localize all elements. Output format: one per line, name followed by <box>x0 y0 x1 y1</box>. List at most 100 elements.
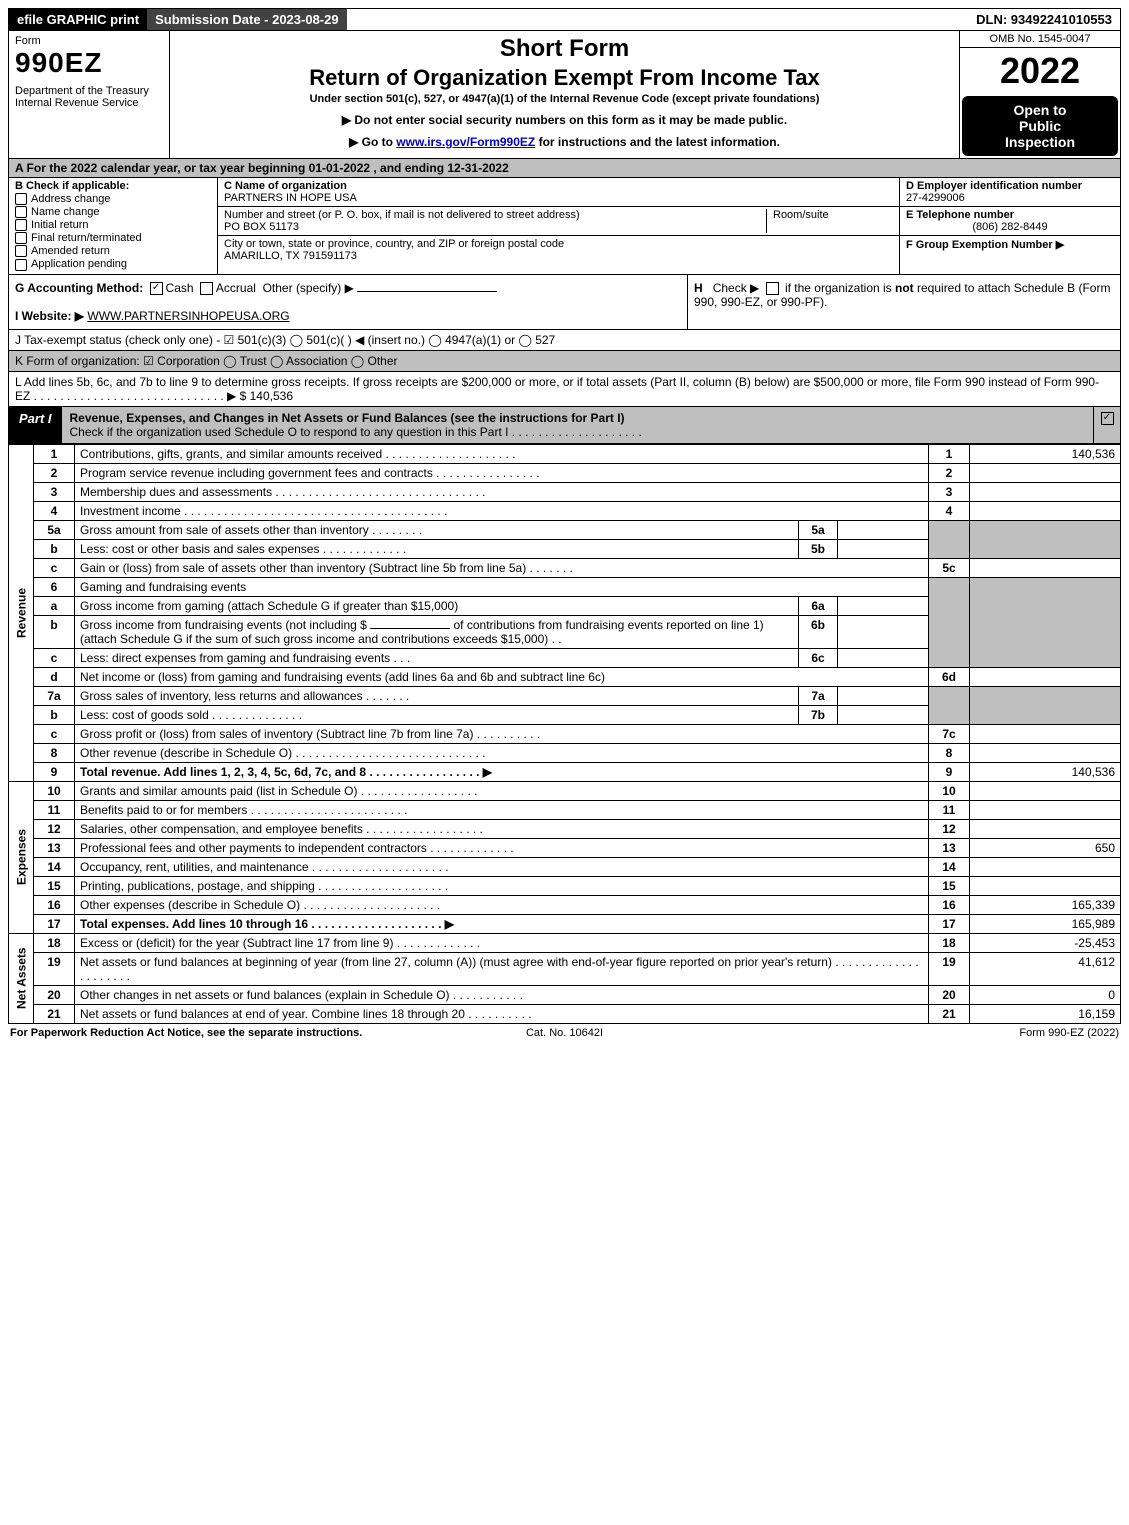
form-subtitle: Under section 501(c), 527, or 4947(a)(1)… <box>178 93 951 105</box>
ln16-desc: Other expenses (describe in Schedule O) … <box>75 895 929 914</box>
chk-application-pending[interactable]: Application pending <box>15 258 211 270</box>
ln6a-desc: Gross income from gaming (attach Schedul… <box>75 596 799 615</box>
ln2-val <box>970 463 1121 482</box>
form-header: Form 990EZ Department of the Treasury In… <box>8 31 1121 159</box>
chk-amended-return-label: Amended return <box>31 245 110 257</box>
chk-initial-return-label: Initial return <box>31 219 88 231</box>
ln19-desc: Net assets or fund balances at beginning… <box>75 952 929 985</box>
ln9-val: 140,536 <box>970 762 1121 781</box>
d-label: D Employer identification number <box>906 180 1082 192</box>
ln10-desc: Grants and similar amounts paid (list in… <box>75 781 929 800</box>
c-street-block: Number and street (or P. O. box, if mail… <box>218 207 899 236</box>
ln7c-desc: Gross profit or (loss) from sales of inv… <box>75 724 929 743</box>
ln2-desc: Program service revenue including govern… <box>75 463 929 482</box>
chk-name-change[interactable]: Name change <box>15 206 211 218</box>
part-i-title: Revenue, Expenses, and Changes in Net As… <box>62 407 1093 443</box>
line-20: 20Other changes in net assets or fund ba… <box>9 985 1121 1004</box>
ln9-col: 9 <box>929 762 970 781</box>
e-phone-block: E Telephone number (806) 282-8449 <box>900 207 1120 236</box>
ln15-col: 15 <box>929 876 970 895</box>
irs-link[interactable]: www.irs.gov/Form990EZ <box>396 135 535 149</box>
chk-no-schedule-b[interactable] <box>766 282 779 295</box>
inst2-pre: ▶ Go to <box>349 135 396 149</box>
department-label: Department of the Treasury Internal Reve… <box>15 85 163 109</box>
g-label: G Accounting Method: <box>15 281 143 295</box>
block-b-through-f: B Check if applicable: Address change Na… <box>8 178 1121 275</box>
chk-initial-return[interactable]: Initial return <box>15 219 211 231</box>
g-cash: Cash <box>166 281 194 295</box>
line-17: 17Total expenses. Add lines 10 through 1… <box>9 914 1121 933</box>
ln4-desc: Investment income . . . . . . . . . . . … <box>75 501 929 520</box>
ln5b-minival <box>838 539 929 558</box>
ln7-grey <box>929 686 970 724</box>
ln1-num: 1 <box>34 444 75 463</box>
line-21: 21Net assets or fund balances at end of … <box>9 1004 1121 1023</box>
ln19-val: 41,612 <box>970 952 1121 985</box>
omb-number: OMB No. 1545-0047 <box>960 31 1120 48</box>
ln13-val: 650 <box>970 838 1121 857</box>
ln1-col: 1 <box>929 444 970 463</box>
chk-schedule-o[interactable] <box>1101 412 1114 425</box>
ln6c-num: c <box>34 648 75 667</box>
ln3-val <box>970 482 1121 501</box>
i-website-value[interactable]: WWW.PARTNERSINHOPEUSA.ORG <box>87 309 289 323</box>
ln5b-num: b <box>34 539 75 558</box>
ln6d-num: d <box>34 667 75 686</box>
j-tax-exempt: J Tax-exempt status (check only one) - ☑… <box>8 330 1121 351</box>
part-i-title-text: Revenue, Expenses, and Changes in Net As… <box>70 411 625 425</box>
chk-amended-return[interactable]: Amended return <box>15 245 211 257</box>
c-street-value: PO BOX 51173 <box>224 221 299 233</box>
l-value: 140,536 <box>250 389 293 403</box>
ln7b-num: b <box>34 705 75 724</box>
ln17-val: 165,989 <box>970 914 1121 933</box>
ln10-val <box>970 781 1121 800</box>
revenue-side-label: Revenue <box>9 444 34 781</box>
header-middle: Short Form Return of Organization Exempt… <box>170 31 959 158</box>
line-16: 16Other expenses (describe in Schedule O… <box>9 895 1121 914</box>
open-line-1: Open to <box>966 102 1114 118</box>
chk-final-return[interactable]: Final return/terminated <box>15 232 211 244</box>
form-title-1: Short Form <box>178 35 951 63</box>
g-accounting: G Accounting Method: Cash Accrual Other … <box>9 275 687 329</box>
ln6b-desc-pre: Gross income from fundraising events (no… <box>80 618 367 632</box>
ln5a-mini: 5a <box>799 520 838 539</box>
line-9: 9 Total revenue. Add lines 1, 2, 3, 4, 5c… <box>9 762 1121 781</box>
h-text2: if the organization is <box>785 281 895 295</box>
ln7a-minival <box>838 686 929 705</box>
ln2-col: 2 <box>929 463 970 482</box>
open-to-public: Open to Public Inspection <box>962 96 1118 156</box>
form-number: 990EZ <box>15 47 163 79</box>
col-def: D Employer identification number 27-4299… <box>899 178 1120 274</box>
instruction-1: ▶ Do not enter social security numbers o… <box>178 113 951 127</box>
c-street-label: Number and street (or P. O. box, if mail… <box>224 209 580 221</box>
line-10: Expenses 10Grants and similar amounts pa… <box>9 781 1121 800</box>
chk-accrual[interactable] <box>200 282 213 295</box>
tax-year: 2022 <box>960 48 1120 94</box>
ln21-val: 16,159 <box>970 1004 1121 1023</box>
ln14-val <box>970 857 1121 876</box>
line-5a: 5a Gross amount from sale of assets othe… <box>9 520 1121 539</box>
footer-pra: For Paperwork Reduction Act Notice, see … <box>10 1027 380 1039</box>
line-3: 3Membership dues and assessments . . . .… <box>9 482 1121 501</box>
ln17-desc: Total expenses. Add lines 10 through 16 … <box>75 914 929 933</box>
ln16-col: 16 <box>929 895 970 914</box>
col-b-checkboxes: B Check if applicable: Address change Na… <box>9 178 218 274</box>
ln4-col: 4 <box>929 501 970 520</box>
ln5b-mini: 5b <box>799 539 838 558</box>
ln7a-desc: Gross sales of inventory, less returns a… <box>75 686 799 705</box>
chk-cash[interactable] <box>150 282 163 295</box>
open-line-3: Inspection <box>966 134 1114 150</box>
chk-address-change[interactable]: Address change <box>15 193 211 205</box>
ln9-desc-text: Total revenue. Add lines 1, 2, 3, 4, 5c,… <box>80 765 492 779</box>
ln7c-num: c <box>34 724 75 743</box>
ln8-col: 8 <box>929 743 970 762</box>
footer-formref: Form 990-EZ (2022) <box>749 1027 1119 1039</box>
line-8: 8Other revenue (describe in Schedule O) … <box>9 743 1121 762</box>
ln5a-desc: Gross amount from sale of assets other t… <box>75 520 799 539</box>
ln17-desc-text: Total expenses. Add lines 10 through 16 … <box>80 917 454 931</box>
ln6a-num: a <box>34 596 75 615</box>
ln20-col: 20 <box>929 985 970 1004</box>
form-title-2: Return of Organization Exempt From Incom… <box>178 65 951 91</box>
ln7a-num: 7a <box>34 686 75 705</box>
part-i-check-cell <box>1093 407 1120 443</box>
